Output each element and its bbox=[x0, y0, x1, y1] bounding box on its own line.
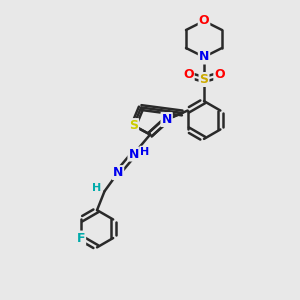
Text: H: H bbox=[92, 183, 101, 193]
Text: H: H bbox=[140, 147, 150, 157]
Text: S: S bbox=[200, 73, 208, 86]
Text: N: N bbox=[199, 50, 209, 64]
Text: N: N bbox=[161, 113, 172, 126]
Text: F: F bbox=[77, 232, 85, 244]
Text: S: S bbox=[129, 119, 138, 132]
Text: O: O bbox=[214, 68, 225, 82]
Text: O: O bbox=[199, 14, 209, 28]
Text: N: N bbox=[128, 148, 139, 160]
Text: N: N bbox=[113, 166, 123, 179]
Text: O: O bbox=[183, 68, 194, 82]
